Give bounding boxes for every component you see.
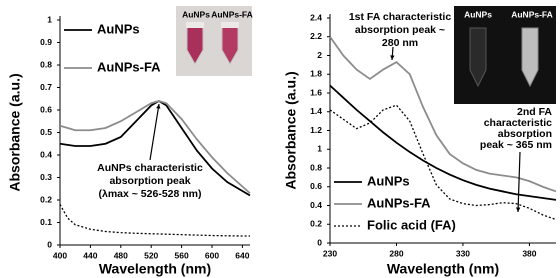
legend-label: AuNPs [367, 173, 410, 188]
annotation: 280 nm [382, 37, 418, 49]
y-tick-label: 0.1 [40, 217, 52, 227]
y-tick-label: 0.5 [40, 127, 52, 137]
x-tick-label: 400 [53, 250, 67, 260]
y-tick-label: 1.2 [310, 125, 322, 135]
y-tick-label: 0.4 [310, 200, 322, 210]
annotation: absorption peak ~ [355, 24, 445, 36]
y-axis-title: Absorbance (a.u.) [7, 73, 23, 191]
x-tick-label: 440 [83, 250, 97, 260]
y-tick-label: 0.2 [310, 219, 322, 229]
x-axis-title: Wavelength (nm) [99, 261, 211, 277]
y-tick-label: 1 [317, 144, 322, 154]
x-tick-label: 380 [522, 248, 536, 258]
y-tick-label: 1.6 [310, 87, 322, 97]
annotation-arrow [150, 104, 159, 160]
legend-label: AuNPs [97, 21, 140, 36]
annotation: (λmax ~ 526-528 nm) [98, 188, 201, 200]
y-tick-label: 2.4 [310, 12, 322, 22]
x-tick-label: 330 [456, 248, 470, 258]
data-line [60, 205, 250, 237]
arrow-head [390, 55, 394, 60]
y-tick-label: 2 [317, 50, 322, 60]
annotation: 1st FA characteristic [349, 11, 451, 23]
y-tick-label: 1 [47, 14, 52, 24]
annotation: peak ~ 365 nm [480, 139, 552, 151]
y-tick-label: 0 [317, 237, 322, 247]
x-tick-label: 600 [205, 250, 219, 260]
y-axis-title: Absorbance (a.u.) [283, 71, 299, 189]
y-tick-label: 1.8 [310, 69, 322, 79]
y-tick-label: 0.6 [40, 104, 52, 114]
annotation-arrow [518, 152, 520, 212]
x-tick-label: 520 [144, 250, 158, 260]
inset-label: AuNPs-FA [211, 9, 253, 19]
legend-label: AuNPs-FA [97, 59, 161, 74]
y-tick-label: 0 [47, 239, 52, 249]
x-tick-label: 230 [323, 248, 337, 258]
y-tick-label: 0.3 [40, 172, 52, 182]
y-tick-label: 0.2 [40, 194, 52, 204]
inset-photo [454, 6, 556, 104]
inset-label: AuNPs [464, 9, 492, 19]
x-tick-label: 640 [235, 250, 249, 260]
inset-label: AuNPs-FA [511, 9, 553, 19]
y-tick-label: 0.9 [40, 37, 52, 47]
y-tick-label: 0.7 [40, 82, 52, 92]
y-tick-label: 1.4 [310, 106, 322, 116]
arrow-head [516, 207, 520, 212]
inset-label: AuNPs [182, 9, 210, 19]
y-tick-label: 0.6 [310, 181, 322, 191]
legend-label: AuNPs-FA [367, 195, 431, 210]
y-tick-label: 0.8 [40, 59, 52, 69]
x-tick-label: 280 [389, 248, 403, 258]
legend-label: Folic acid (FA) [367, 217, 456, 232]
x-tick-label: 480 [114, 250, 128, 260]
y-tick-label: 0.4 [40, 149, 52, 159]
x-axis-title: Wavelength (nm) [387, 261, 499, 277]
x-tick-label: 560 [175, 250, 189, 260]
figure: 0 0.1 0.2 0.3 0.4 0.5 0.6 0.7 0.8 0.9 1 400 440 480 52… [0, 0, 560, 278]
annotation: AuNPs characteristic [97, 162, 203, 174]
y-tick-label: 2.2 [310, 31, 322, 41]
annotation: absorption peak [109, 175, 190, 187]
y-tick-label: 0.8 [310, 162, 322, 172]
